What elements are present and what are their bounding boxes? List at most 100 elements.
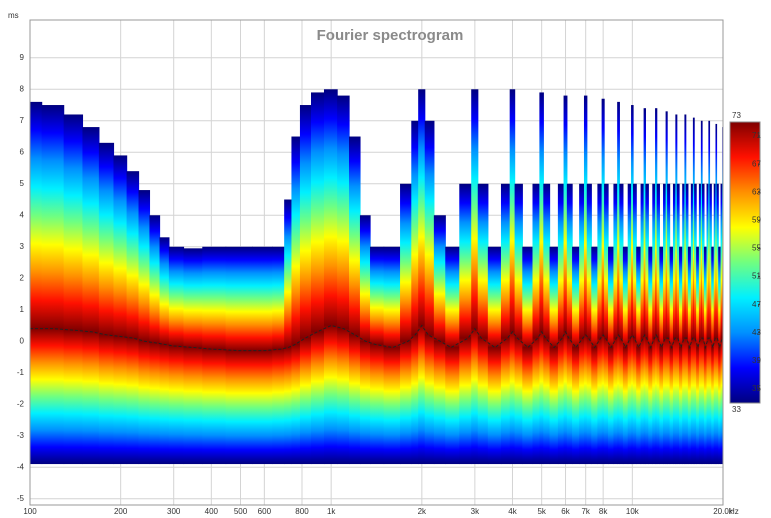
spectrogram-column <box>665 111 668 465</box>
spectrogram-column <box>619 183 624 465</box>
colorbar-tick-label: 67 <box>752 159 761 168</box>
spectrogram-column <box>291 136 301 465</box>
x-tick-label: 3k <box>471 507 480 516</box>
spectrogram-column <box>648 246 653 465</box>
x-tick-label: 4k <box>508 507 517 516</box>
spectrogram-column <box>557 183 565 465</box>
spectrogram-column <box>720 183 723 465</box>
spectrogram-column <box>696 246 700 465</box>
spectrogram-column <box>718 246 722 465</box>
x-axis-unit: Hz <box>729 507 739 516</box>
y-tick-label: 8 <box>20 84 25 93</box>
spectrogram-column <box>636 246 642 465</box>
spectrogram-column <box>682 183 686 465</box>
spectrogram-column <box>63 114 84 465</box>
spectrogram-column <box>675 114 678 465</box>
spectrogram-column <box>613 183 618 465</box>
y-axis-label: ms <box>8 11 19 20</box>
colorbar-tick-label: 33 <box>732 405 741 414</box>
colorbar-tick-label: 47 <box>752 300 761 309</box>
colorbar <box>729 121 761 404</box>
spectrogram-column <box>349 136 361 465</box>
spectrogram-column <box>633 183 637 465</box>
spectrogram-column <box>622 246 629 465</box>
spectrogram-column <box>113 155 128 465</box>
spectrogram-column <box>138 190 151 465</box>
y-tick-label: 2 <box>20 273 25 282</box>
spectrogram-column <box>41 105 65 465</box>
spectrogram-column <box>659 246 664 465</box>
spectrogram-column <box>532 183 540 465</box>
colorbar-tick-label: 71 <box>752 131 761 140</box>
spectrogram-column <box>694 183 697 465</box>
spectrogram-column <box>617 101 620 465</box>
spectrogram-column <box>586 183 592 465</box>
spectrogram-column <box>509 89 516 465</box>
spectrogram-column <box>669 246 674 465</box>
spectrogram-column <box>703 246 708 465</box>
x-tick-label: 5k <box>537 507 546 516</box>
y-tick-label: 5 <box>20 179 25 188</box>
y-tick-label: -5 <box>17 494 25 503</box>
spectrogram-column <box>445 246 460 465</box>
spectrogram-column <box>126 171 140 465</box>
chart-title: Fourier spectrogram <box>317 27 464 44</box>
spectrogram-column <box>684 114 687 465</box>
x-tick-label: 400 <box>205 507 219 516</box>
spectrogram-column <box>477 183 489 465</box>
colorbar-tick-label: 73 <box>732 111 741 120</box>
spectrogram-column <box>149 215 161 465</box>
spectrogram-column <box>672 183 676 465</box>
y-tick-label: 3 <box>20 242 25 251</box>
spectrogram-column <box>715 123 718 465</box>
spectrogram-column <box>539 92 544 465</box>
y-tick-label: 9 <box>20 53 25 62</box>
spectrogram-column <box>168 246 185 465</box>
spectrogram-column <box>700 120 703 465</box>
spectrogram-column <box>563 95 568 465</box>
spectrogram-column <box>687 246 692 465</box>
x-tick-label: 7k <box>581 507 590 516</box>
colorbar-tick-label: 51 <box>752 272 761 281</box>
spectrogram-column <box>299 105 312 465</box>
spectrogram-column <box>383 246 401 465</box>
spectrogram-column <box>98 142 115 465</box>
y-tick-label: 0 <box>20 336 25 345</box>
spectrogram-column <box>679 246 683 465</box>
spectrogram-column <box>706 183 709 465</box>
spectrogram-column <box>667 183 671 465</box>
y-tick-label: -4 <box>17 462 25 471</box>
colorbar-tick-label: 59 <box>752 215 761 224</box>
spectrogram-column <box>702 183 705 465</box>
spectrogram-column <box>572 246 580 465</box>
spectrogram-column <box>225 246 253 465</box>
x-tick-label: 6k <box>561 507 570 516</box>
spectrogram-column <box>566 183 573 465</box>
spectrogram-column <box>487 246 502 465</box>
spectrogram-column <box>522 246 534 465</box>
spectrogram-column <box>459 183 472 465</box>
spectrogram-column <box>159 237 170 465</box>
x-tick-label: 20.0k <box>713 507 734 516</box>
colorbar-tick-label: 35 <box>752 384 761 393</box>
spectrogram-column <box>652 183 656 465</box>
colorbar-tick-label: 55 <box>752 244 761 253</box>
spectrogram-column <box>311 92 325 465</box>
x-tick-label: 8k <box>599 507 608 516</box>
spectrogram-column <box>608 246 615 465</box>
x-tick-label: 500 <box>234 507 248 516</box>
spectrogram-column <box>656 183 660 465</box>
y-tick-label: -2 <box>17 399 25 408</box>
spectrogram-column <box>543 183 551 465</box>
spectrogram-column <box>709 183 712 465</box>
spectrogram-column <box>698 183 702 465</box>
spectrogram-column <box>424 120 435 465</box>
spectrogram-column <box>500 183 511 465</box>
spectrogram-column <box>29 101 43 465</box>
spectrogram-column <box>323 89 338 465</box>
spectrogram-column <box>645 183 649 465</box>
spectrogram-column <box>202 246 227 465</box>
spectrogram-column <box>370 246 385 465</box>
x-tick-label: 2k <box>418 507 427 516</box>
